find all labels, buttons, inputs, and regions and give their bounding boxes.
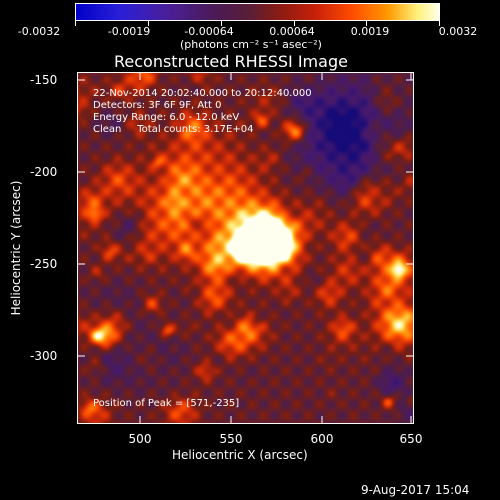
- peak-position-label: Position of Peak = [571,-235]: [93, 398, 240, 409]
- heatmap-image: [78, 73, 413, 423]
- colorbar-tick: [148, 21, 149, 26]
- x-tick-label: 600: [310, 432, 334, 446]
- x-tick-label: 550: [219, 432, 243, 446]
- colorbar-tick-label: -0.00064: [184, 25, 234, 38]
- y-tick-label: -300: [30, 349, 58, 363]
- colorbar-tick-label: -0.0019: [107, 25, 151, 38]
- timestamp: 9-Aug-2017 15:04: [361, 483, 470, 497]
- y-axis-label: Heliocentric Y (arcsec): [9, 180, 23, 316]
- colorbar-tick: [439, 21, 440, 26]
- info-line-energy: Energy Range: 6.0 - 12.0 keV: [93, 112, 240, 123]
- x-tick-label: 650: [399, 432, 423, 446]
- colorbar-tick: [75, 21, 76, 26]
- plot-title: Reconstructed RHESSI Image: [114, 52, 348, 71]
- colorbar: [75, 3, 440, 21]
- info-line-counts: Clean Total counts: 3.17E+04: [93, 124, 254, 135]
- x-tick-label: 500: [128, 432, 152, 446]
- colorbar-tick-label: 0.0032: [438, 25, 478, 38]
- colorbar-tick: [294, 21, 295, 26]
- plot-area: [77, 72, 414, 424]
- colorbar-tick-label: -0.0032: [17, 25, 61, 38]
- colorbar-tick-label: 0.0019: [350, 25, 390, 38]
- x-axis-label: Heliocentric X (arcsec): [172, 448, 308, 462]
- info-line-time: 22-Nov-2014 20:02:40.000 to 20:12:40.000: [93, 88, 312, 99]
- colorbar-tick: [366, 21, 367, 26]
- info-line-detectors: Detectors: 3F 6F 9F, Att 0: [93, 100, 222, 111]
- colorbar-tick-label: 0.00064: [269, 25, 315, 38]
- y-tick-label: -200: [30, 165, 58, 179]
- colorbar-tick: [221, 21, 222, 26]
- y-tick-label: -150: [30, 73, 58, 87]
- colorbar-units: (photons cm⁻² s⁻¹ asec⁻²): [180, 38, 322, 51]
- y-tick-label: -250: [30, 257, 58, 271]
